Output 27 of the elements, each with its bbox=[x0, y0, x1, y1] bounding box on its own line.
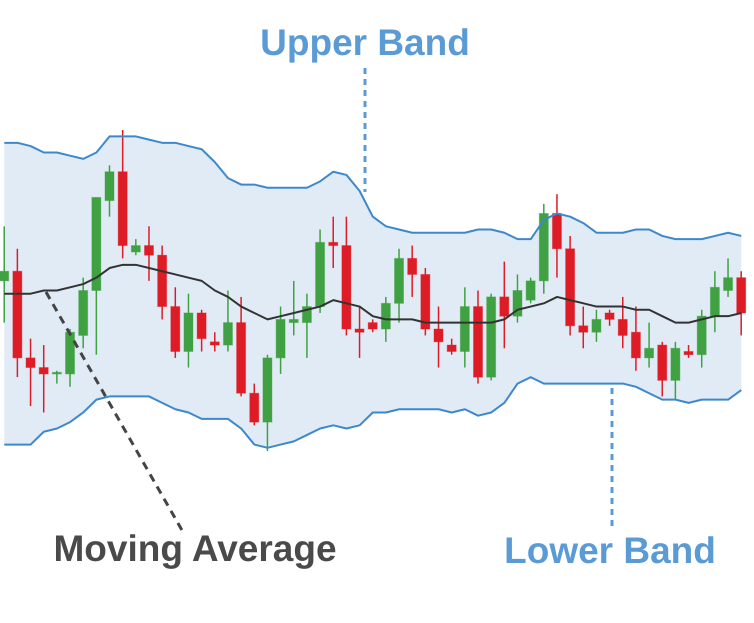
candlestick bbox=[328, 216, 338, 269]
candlestick bbox=[434, 306, 444, 368]
candlestick bbox=[526, 276, 536, 304]
candlestick bbox=[723, 258, 734, 298]
candlestick bbox=[644, 322, 654, 368]
candlestick bbox=[578, 306, 588, 350]
candlestick bbox=[130, 238, 141, 256]
candlestick bbox=[354, 306, 365, 359]
candlestick bbox=[52, 370, 62, 384]
candlestick bbox=[222, 290, 233, 352]
candlestick bbox=[288, 280, 299, 336]
candlestick bbox=[26, 338, 36, 407]
candlestick bbox=[499, 260, 510, 350]
candlestick bbox=[407, 244, 418, 298]
candlestick bbox=[368, 318, 378, 333]
text: Moving Average bbox=[53, 528, 337, 569]
candlestick bbox=[591, 309, 602, 343]
candlestick bbox=[210, 331, 220, 352]
candlestick bbox=[144, 226, 154, 282]
candlestick bbox=[0, 226, 10, 324]
candlestick bbox=[618, 296, 628, 350]
candlestick bbox=[604, 309, 615, 327]
candlestick bbox=[684, 344, 694, 359]
text: Upper Band bbox=[260, 22, 470, 63]
candlestick bbox=[446, 338, 457, 356]
candlestick bbox=[38, 344, 49, 414]
text: Lower Band bbox=[504, 530, 716, 571]
